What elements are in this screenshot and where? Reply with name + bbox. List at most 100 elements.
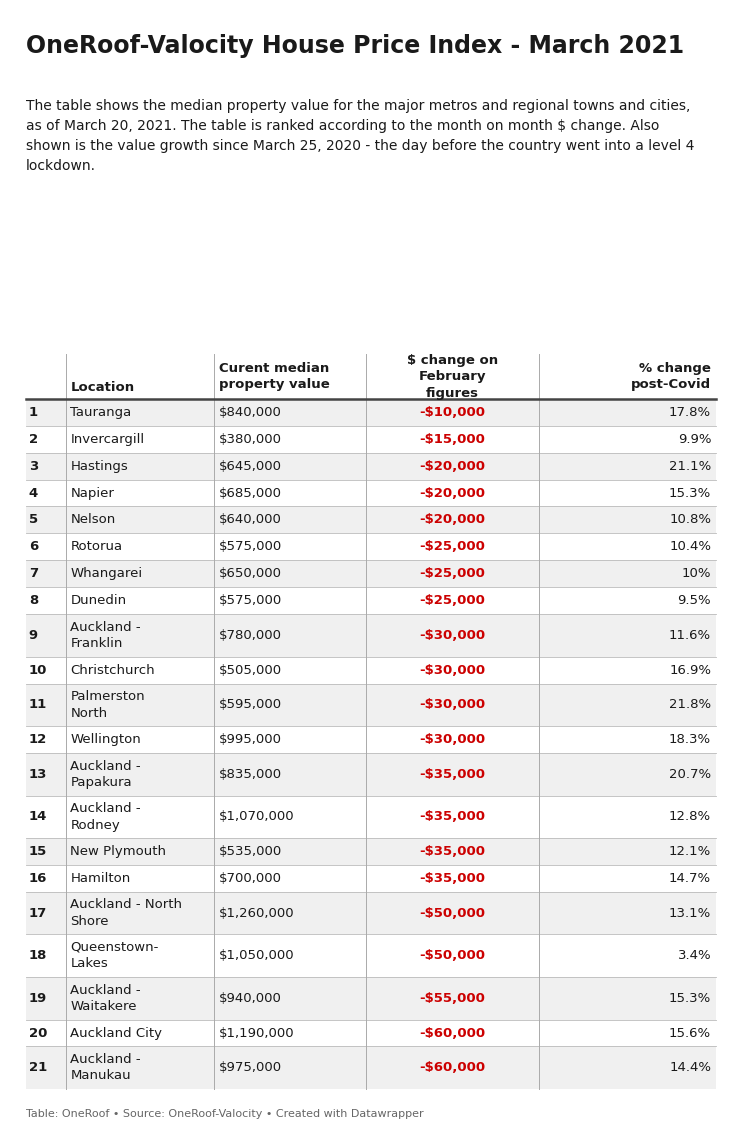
- Text: -$50,000: -$50,000: [420, 950, 485, 962]
- Text: -$35,000: -$35,000: [420, 872, 485, 885]
- Text: The table shows the median property value for the major metros and regional town: The table shows the median property valu…: [26, 99, 694, 173]
- Text: 3.4%: 3.4%: [678, 950, 711, 962]
- Bar: [26, 976, 716, 1019]
- Text: 2: 2: [29, 433, 38, 446]
- Text: $1,070,000: $1,070,000: [219, 810, 295, 824]
- Text: -$30,000: -$30,000: [420, 664, 485, 676]
- Text: % change
post-Covid: % change post-Covid: [631, 362, 711, 391]
- Text: Auckland -
Franklin: Auckland - Franklin: [70, 621, 141, 650]
- Text: $380,000: $380,000: [219, 433, 282, 446]
- Text: -$30,000: -$30,000: [420, 699, 485, 711]
- Text: 21: 21: [29, 1061, 47, 1074]
- Text: 12: 12: [29, 734, 47, 746]
- Text: -$25,000: -$25,000: [420, 567, 485, 580]
- Bar: [26, 533, 716, 560]
- Text: 11.6%: 11.6%: [669, 629, 711, 642]
- Bar: [26, 684, 716, 726]
- Text: 9: 9: [29, 629, 38, 642]
- Text: 15: 15: [29, 845, 47, 858]
- Text: -$60,000: -$60,000: [420, 1061, 485, 1074]
- Text: -$15,000: -$15,000: [420, 433, 485, 446]
- Text: Auckland - North
Shore: Auckland - North Shore: [70, 899, 182, 928]
- Bar: [26, 838, 716, 865]
- Text: 14: 14: [29, 810, 47, 824]
- Text: -$30,000: -$30,000: [420, 629, 485, 642]
- Text: 16: 16: [29, 872, 47, 885]
- Bar: [26, 865, 716, 892]
- Text: $505,000: $505,000: [219, 664, 282, 676]
- Text: $575,000: $575,000: [219, 540, 282, 554]
- Text: 15.3%: 15.3%: [669, 486, 711, 500]
- Text: $995,000: $995,000: [219, 734, 282, 746]
- Text: -$10,000: -$10,000: [420, 406, 485, 418]
- Text: -$60,000: -$60,000: [420, 1026, 485, 1040]
- Text: Palmerston
North: Palmerston North: [70, 690, 145, 720]
- Text: Whangarei: Whangarei: [70, 567, 143, 580]
- Text: -$35,000: -$35,000: [420, 845, 485, 858]
- Text: -$35,000: -$35,000: [420, 810, 485, 824]
- Text: 12.1%: 12.1%: [669, 845, 711, 858]
- Bar: [26, 726, 716, 753]
- Text: -$20,000: -$20,000: [420, 460, 485, 472]
- Text: 6: 6: [29, 540, 38, 554]
- Text: $650,000: $650,000: [219, 567, 282, 580]
- Text: $645,000: $645,000: [219, 460, 282, 472]
- Bar: [26, 935, 716, 976]
- Text: -$25,000: -$25,000: [420, 540, 485, 554]
- Text: 19: 19: [29, 992, 47, 1005]
- Bar: [26, 479, 716, 506]
- Text: Curent median
property value: Curent median property value: [219, 362, 329, 391]
- Text: $685,000: $685,000: [219, 486, 282, 500]
- Text: -$25,000: -$25,000: [420, 594, 485, 608]
- Text: New Plymouth: New Plymouth: [70, 845, 166, 858]
- Text: 13: 13: [29, 768, 47, 781]
- Text: Table: OneRoof • Source: OneRoof-Valocity • Created with Datawrapper: Table: OneRoof • Source: OneRoof-Valocit…: [26, 1109, 423, 1119]
- Text: 16.9%: 16.9%: [669, 664, 711, 676]
- Text: Location: Location: [70, 381, 135, 394]
- Text: Dunedin: Dunedin: [70, 594, 127, 608]
- Text: 13.1%: 13.1%: [669, 907, 711, 920]
- Bar: [26, 452, 716, 479]
- Text: Hastings: Hastings: [70, 460, 128, 472]
- Text: 7: 7: [29, 567, 38, 580]
- Bar: [26, 614, 716, 657]
- Bar: [26, 587, 716, 614]
- Text: -$30,000: -$30,000: [420, 734, 485, 746]
- Text: 20.7%: 20.7%: [669, 768, 711, 781]
- Text: $835,000: $835,000: [219, 768, 282, 781]
- Text: $1,260,000: $1,260,000: [219, 907, 295, 920]
- Text: $780,000: $780,000: [219, 629, 282, 642]
- Text: $535,000: $535,000: [219, 845, 282, 858]
- Text: 9.5%: 9.5%: [678, 594, 711, 608]
- Text: $1,050,000: $1,050,000: [219, 950, 295, 962]
- Text: Auckland -
Rodney: Auckland - Rodney: [70, 802, 141, 831]
- Text: -$55,000: -$55,000: [420, 992, 485, 1005]
- Text: 14.4%: 14.4%: [669, 1061, 711, 1074]
- Text: -$20,000: -$20,000: [420, 486, 485, 500]
- Text: 15.6%: 15.6%: [669, 1026, 711, 1040]
- Bar: [26, 398, 716, 425]
- Text: 18: 18: [29, 950, 47, 962]
- Text: 1: 1: [29, 406, 38, 418]
- Bar: [26, 1046, 716, 1089]
- Text: Rotorua: Rotorua: [70, 540, 123, 554]
- Bar: [26, 506, 716, 533]
- Text: 10: 10: [29, 664, 47, 676]
- Text: 21.1%: 21.1%: [669, 460, 711, 472]
- Text: 12.8%: 12.8%: [669, 810, 711, 824]
- Text: Invercargill: Invercargill: [70, 433, 144, 446]
- Text: 15.3%: 15.3%: [669, 992, 711, 1005]
- Bar: [26, 560, 716, 587]
- Text: 4: 4: [29, 486, 38, 500]
- Bar: [26, 892, 716, 935]
- Text: $700,000: $700,000: [219, 872, 282, 885]
- Text: 10.8%: 10.8%: [669, 513, 711, 526]
- Text: Tauranga: Tauranga: [70, 406, 132, 418]
- Bar: [26, 753, 716, 795]
- Text: 17.8%: 17.8%: [669, 406, 711, 418]
- Text: $840,000: $840,000: [219, 406, 282, 418]
- Text: 17: 17: [29, 907, 47, 920]
- Text: OneRoof-Valocity House Price Index - March 2021: OneRoof-Valocity House Price Index - Mar…: [26, 34, 684, 57]
- Bar: [26, 1019, 716, 1046]
- Text: Hamilton: Hamilton: [70, 872, 131, 885]
